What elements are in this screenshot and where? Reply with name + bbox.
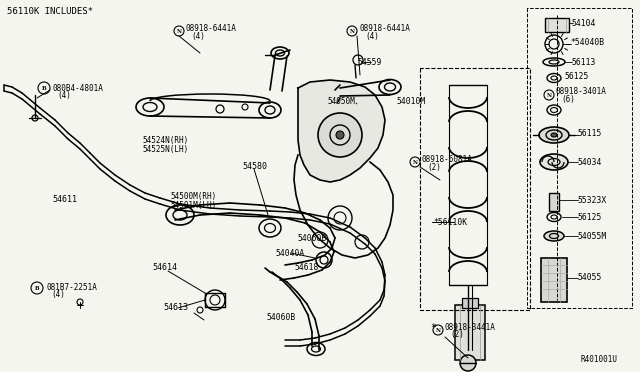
Circle shape: [318, 113, 362, 157]
Text: 54104: 54104: [572, 19, 596, 28]
Text: 54055: 54055: [578, 273, 602, 282]
Text: 54611: 54611: [52, 195, 77, 203]
Text: 54580: 54580: [242, 161, 267, 170]
Text: 54500M(RH): 54500M(RH): [170, 192, 216, 201]
Text: 56115: 56115: [578, 128, 602, 138]
Text: 54525N(LH): 54525N(LH): [142, 144, 188, 154]
Text: R401001U: R401001U: [581, 356, 618, 365]
Text: 56113: 56113: [572, 58, 596, 67]
Polygon shape: [298, 80, 385, 182]
Text: 08918-6441A: 08918-6441A: [186, 23, 237, 32]
Text: N: N: [177, 29, 182, 33]
Text: (4): (4): [365, 32, 379, 41]
Text: N: N: [349, 29, 355, 33]
Text: 54050M: 54050M: [327, 96, 355, 106]
Bar: [455, 305, 485, 360]
Text: N: N: [435, 327, 440, 333]
Text: 56110K INCLUDES*: 56110K INCLUDES*: [7, 6, 93, 16]
Circle shape: [460, 355, 476, 371]
Text: 56125: 56125: [565, 71, 589, 80]
Text: 54559: 54559: [358, 58, 382, 67]
Bar: [545, 18, 569, 32]
Text: 54060B: 54060B: [267, 314, 296, 323]
Text: 54613: 54613: [163, 304, 188, 312]
Text: 54614: 54614: [152, 263, 177, 273]
Text: (6): (6): [561, 94, 575, 103]
Text: (4): (4): [57, 90, 71, 99]
Text: *54040B: *54040B: [570, 38, 604, 46]
Text: (2): (2): [427, 163, 441, 171]
Text: 08918-3441A: 08918-3441A: [445, 323, 496, 331]
Text: 54618: 54618: [295, 263, 319, 273]
Text: (4): (4): [191, 32, 205, 41]
Circle shape: [336, 131, 344, 139]
Text: B: B: [35, 285, 39, 291]
Text: 54034: 54034: [578, 157, 602, 167]
Text: 54010M: 54010M: [397, 96, 426, 106]
Text: B: B: [42, 86, 46, 90]
Ellipse shape: [544, 231, 564, 241]
Text: 55323X: 55323X: [578, 196, 607, 205]
Ellipse shape: [539, 127, 569, 143]
Bar: [462, 298, 478, 308]
Text: 56125: 56125: [578, 212, 602, 221]
Text: 08918-3401A: 08918-3401A: [556, 87, 607, 96]
Text: N: N: [413, 160, 417, 164]
Text: 08918-6081A: 08918-6081A: [422, 154, 473, 164]
Text: 54060B: 54060B: [298, 234, 327, 243]
Text: *56110K: *56110K: [433, 218, 467, 227]
Text: N: N: [547, 93, 552, 97]
Text: (2): (2): [450, 330, 464, 340]
Bar: [541, 258, 567, 302]
Bar: [549, 193, 559, 211]
Ellipse shape: [540, 154, 568, 170]
Text: 54524N(RH): 54524N(RH): [142, 135, 188, 144]
Text: 54040A: 54040A: [276, 248, 305, 257]
Text: (4): (4): [51, 291, 65, 299]
Text: *: *: [430, 323, 436, 333]
Text: 54055M: 54055M: [578, 231, 607, 241]
Text: 080B4-4801A: 080B4-4801A: [52, 83, 103, 93]
Text: 081B7-2251A: 081B7-2251A: [46, 283, 97, 292]
Text: 08918-6441A: 08918-6441A: [360, 23, 411, 32]
Ellipse shape: [551, 133, 557, 137]
Text: 54501M(LH): 54501M(LH): [170, 201, 216, 209]
